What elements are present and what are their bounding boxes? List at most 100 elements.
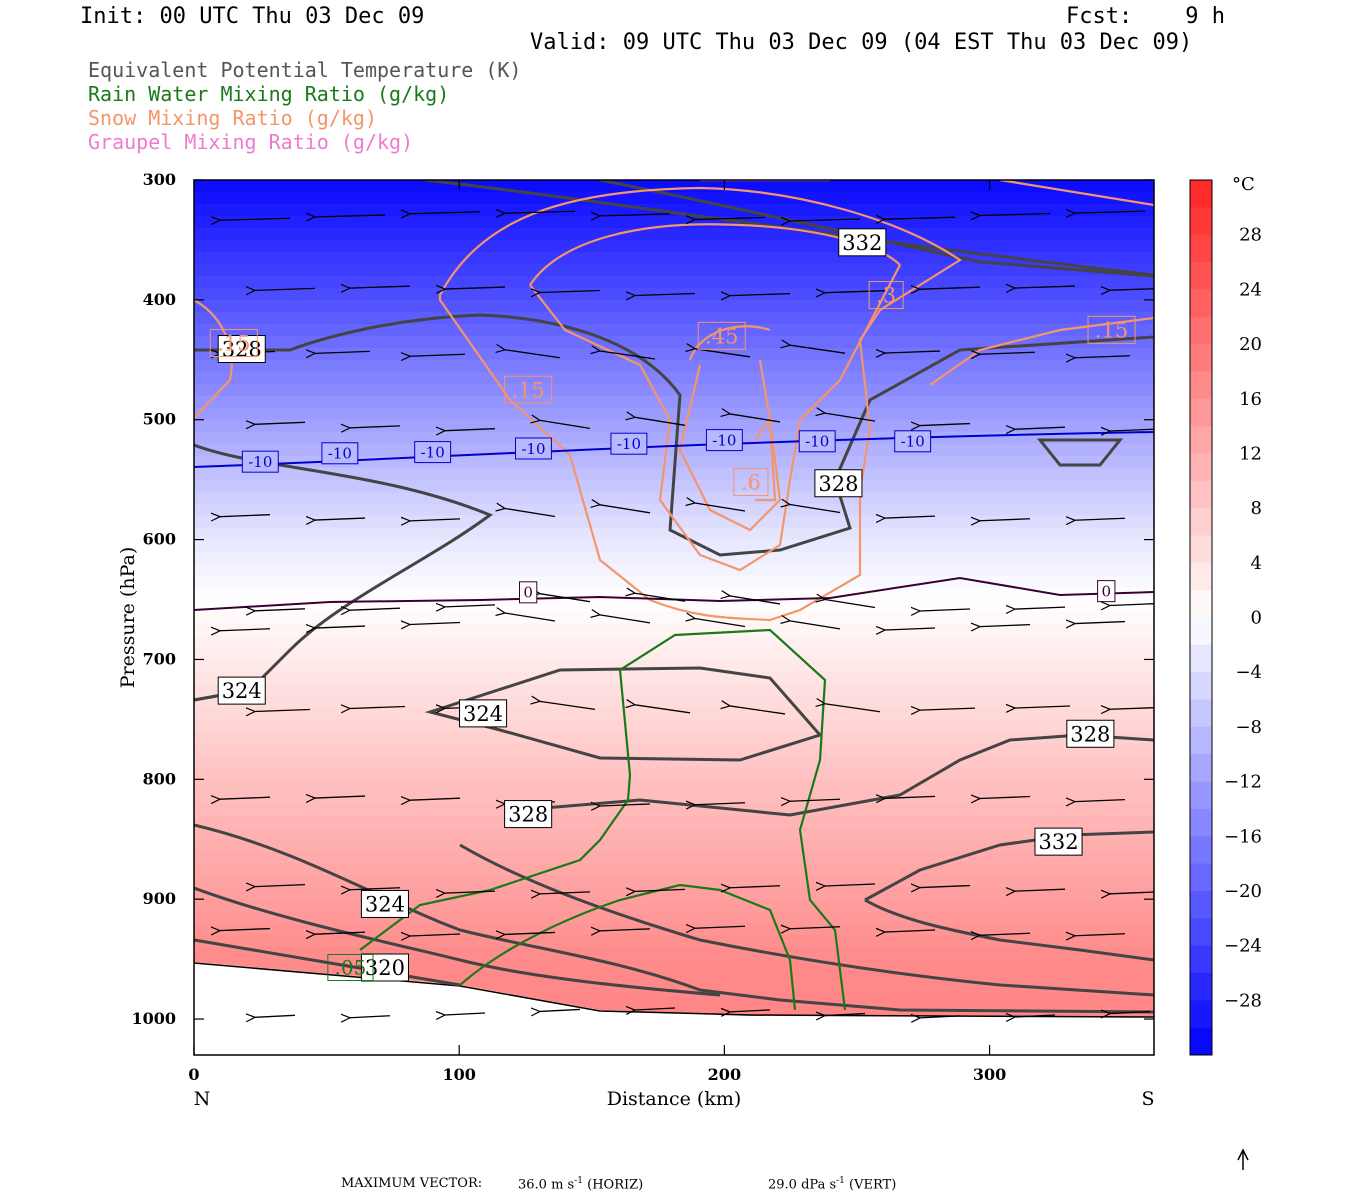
shade-band xyxy=(194,611,1154,624)
wind-arrow xyxy=(505,932,556,934)
shade-band xyxy=(194,839,1154,852)
y-tick-label: 700 xyxy=(143,649,176,668)
isotherm-label-box xyxy=(894,430,932,453)
shade-band xyxy=(194,707,1154,720)
colorbar: °C 28 24 20 16 12 8 4 0 −4 −8 −12 −16 −20 −24 −28 xyxy=(1189,174,1262,1056)
isotherm-label: -10 xyxy=(248,453,272,471)
theta-e-label-box xyxy=(1066,719,1115,748)
max-vector-horiz: 36.0 m s-1 (HORIZ) xyxy=(518,1176,644,1193)
shade-band xyxy=(194,239,1154,253)
init-time: Init: 00 UTC Thu 03 Dec 09 xyxy=(80,4,425,29)
isotherm-0 xyxy=(194,576,1154,611)
isotherm-label-box xyxy=(518,581,538,604)
y-tick-label: 800 xyxy=(143,769,176,788)
wind-arrow xyxy=(695,926,746,928)
wind-arrow xyxy=(315,626,366,628)
isotherm-minus10 xyxy=(194,431,1154,468)
wind-arrow xyxy=(730,1010,771,1012)
shade-band xyxy=(194,803,1154,816)
wind-arrow xyxy=(790,621,841,630)
theta-e-label-box xyxy=(838,228,887,257)
snow-label-box xyxy=(209,329,258,358)
wind-arrow xyxy=(350,426,401,428)
temperature-shading xyxy=(194,180,1154,1055)
shade-band xyxy=(194,899,1154,912)
theta-e-label: 320 xyxy=(365,956,405,980)
isotherm-label-box xyxy=(241,450,279,473)
shade-band xyxy=(194,623,1154,636)
wind-arrow xyxy=(730,414,781,423)
colorbar-band xyxy=(1190,562,1212,591)
shade-band xyxy=(194,371,1154,385)
theta-e-label: 324 xyxy=(463,702,503,726)
x-end-left: N xyxy=(194,1088,211,1110)
wind-arrow xyxy=(1015,607,1066,609)
colorbar-band xyxy=(1190,617,1212,646)
wind-arrow xyxy=(505,508,556,518)
isotherm-label: -10 xyxy=(712,432,736,450)
wind-arrow xyxy=(635,705,691,714)
wind-arrow xyxy=(825,1014,866,1016)
shade-band xyxy=(194,407,1154,421)
wind-arrow xyxy=(600,929,651,931)
theta-e-label: 328 xyxy=(1070,722,1110,746)
wind-arrow xyxy=(730,294,791,296)
colorbar-band xyxy=(1190,234,1212,263)
wind-arrow xyxy=(255,609,306,611)
colorbar-band xyxy=(1190,453,1212,482)
x-tick-label: 200 xyxy=(708,1065,741,1084)
colorbar-band xyxy=(1190,180,1212,208)
theta-e-label-box xyxy=(504,800,553,829)
colorbar-band xyxy=(1190,808,1212,837)
wind-arrow xyxy=(885,516,936,518)
theta-e-label: 328 xyxy=(508,803,548,827)
wind-arrow xyxy=(1110,603,1154,605)
wind-arrow xyxy=(445,1013,486,1015)
wind-arrow xyxy=(635,889,686,891)
shade-band xyxy=(194,731,1154,744)
colorbar-band xyxy=(1190,836,1212,865)
wind-arrow xyxy=(315,932,366,934)
isotherm-label: -10 xyxy=(421,443,445,461)
wind-arrow xyxy=(920,886,971,888)
shade-band xyxy=(194,335,1154,349)
isotherm-label: 0 xyxy=(523,584,533,602)
wind-arrow xyxy=(980,352,1036,354)
shade-band xyxy=(194,755,1154,768)
wind-arrow xyxy=(600,214,671,216)
theta-e-label: 332 xyxy=(1038,830,1078,854)
colorbar-band xyxy=(1190,699,1212,728)
shade-band xyxy=(194,551,1154,565)
shade-band xyxy=(194,311,1154,325)
reference-vector xyxy=(1237,1148,1249,1170)
shade-band xyxy=(194,227,1154,241)
wind-arrow xyxy=(505,350,561,359)
colorbar-tick-label: 0 xyxy=(1251,608,1262,629)
shade-band xyxy=(194,419,1154,433)
shade-band xyxy=(194,779,1154,792)
max-vector-label: MAXIMUM VECTOR: xyxy=(341,1176,483,1191)
wind-arrow xyxy=(920,708,976,710)
shade-band xyxy=(194,395,1154,409)
colorbar-tick-label: 24 xyxy=(1239,279,1262,300)
colorbar-band xyxy=(1190,972,1212,1001)
shade-band xyxy=(194,323,1154,337)
wind-arrow xyxy=(315,215,386,217)
wind-arrow xyxy=(825,600,876,609)
wind-arrow xyxy=(635,1008,676,1010)
wind-arrow xyxy=(730,886,781,888)
theta-e-label-box xyxy=(1034,827,1083,856)
shade-band xyxy=(194,719,1154,732)
shade-band xyxy=(194,851,1154,864)
isotherm-label-box xyxy=(610,432,648,455)
shade-band xyxy=(194,347,1154,361)
rain-label: .05 xyxy=(335,956,367,980)
wind-arrow xyxy=(1015,427,1066,429)
colorbar-tick-label: −20 xyxy=(1224,881,1262,902)
wind-arrow xyxy=(350,286,411,288)
wind-arrow xyxy=(255,710,311,712)
wind-arrow xyxy=(885,351,941,353)
wind-arrow xyxy=(1110,892,1154,894)
y-tick-label: 400 xyxy=(143,290,176,309)
